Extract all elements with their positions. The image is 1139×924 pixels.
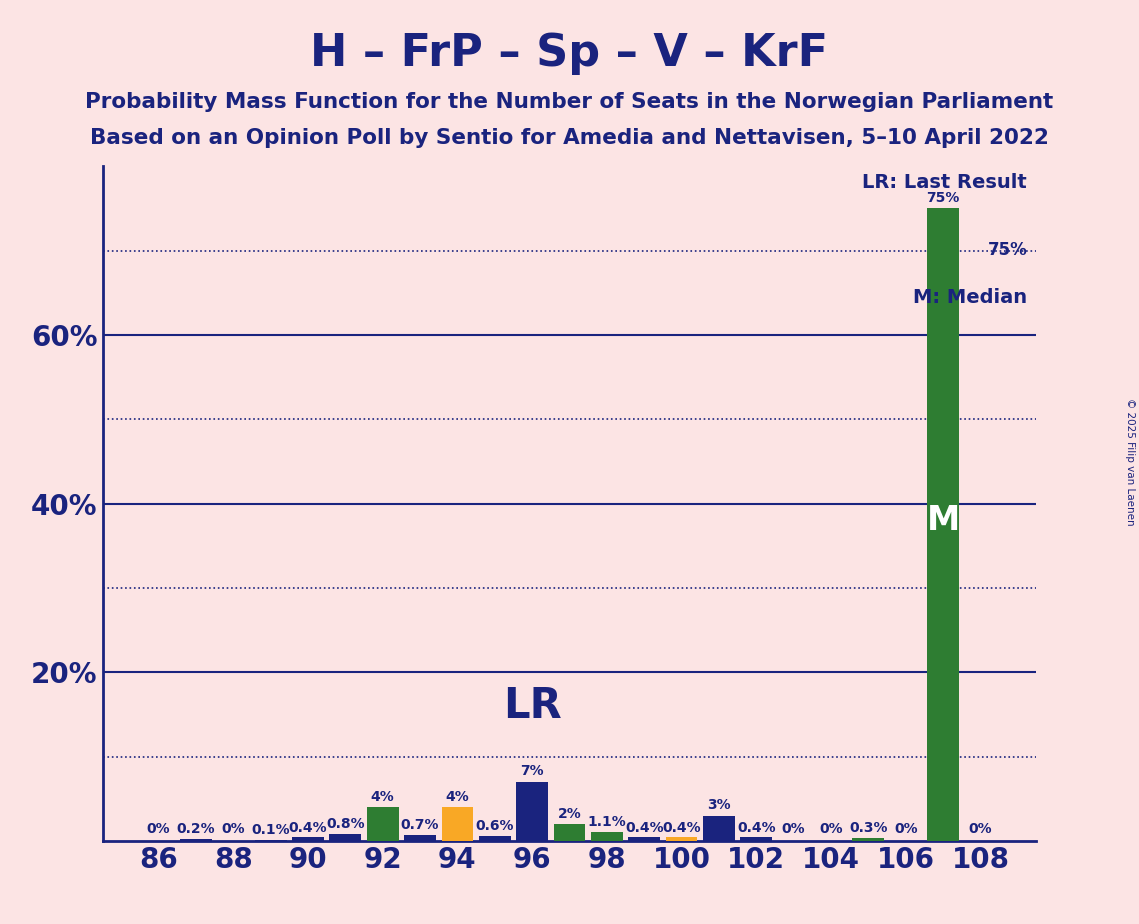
Bar [367,808,399,841]
Text: 4%: 4% [371,790,394,804]
Text: 0.1%: 0.1% [252,823,290,837]
Bar [665,837,697,841]
Text: Probability Mass Function for the Number of Seats in the Norwegian Parliament: Probability Mass Function for the Number… [85,92,1054,113]
Bar [554,824,585,841]
Text: 0%: 0% [781,821,805,836]
Text: 4%: 4% [445,790,469,804]
Bar [740,837,772,841]
Bar [629,837,661,841]
Text: 1.1%: 1.1% [588,815,626,829]
Text: LR: LR [502,685,562,727]
Text: M: Median: M: Median [913,287,1027,307]
Text: 0.3%: 0.3% [849,821,887,835]
Text: 7%: 7% [521,764,544,778]
Bar [478,836,510,841]
Bar [292,837,323,841]
Text: 0%: 0% [147,821,171,836]
Bar [180,839,212,841]
Text: 75%: 75% [988,240,1027,259]
Bar [329,834,361,841]
Text: 0.4%: 0.4% [288,821,327,834]
Text: H – FrP – Sp – V – KrF: H – FrP – Sp – V – KrF [311,32,828,76]
Bar [927,209,959,841]
Text: 0%: 0% [968,821,992,836]
Text: 0.7%: 0.7% [401,818,440,832]
Text: 0.4%: 0.4% [737,821,776,834]
Text: 0%: 0% [894,821,918,836]
Text: 2%: 2% [558,807,581,821]
Text: 0.4%: 0.4% [625,821,664,834]
Text: Based on an Opinion Poll by Sentio for Amedia and Nettavisen, 5–10 April 2022: Based on an Opinion Poll by Sentio for A… [90,128,1049,148]
Text: 0%: 0% [819,821,843,836]
Text: 0.8%: 0.8% [326,817,364,832]
Bar [852,838,884,841]
Text: 0.4%: 0.4% [662,821,700,834]
Text: M: M [926,504,960,537]
Bar [404,835,436,841]
Bar [703,816,735,841]
Text: 0.2%: 0.2% [177,822,215,836]
Bar [442,808,474,841]
Text: 3%: 3% [707,798,731,812]
Text: 0.6%: 0.6% [475,819,514,833]
Bar [516,782,548,841]
Text: 75%: 75% [926,191,960,205]
Text: 0%: 0% [221,821,245,836]
Bar [591,832,623,841]
Text: LR: Last Result: LR: Last Result [862,173,1027,192]
Text: © 2025 Filip van Laenen: © 2025 Filip van Laenen [1125,398,1134,526]
